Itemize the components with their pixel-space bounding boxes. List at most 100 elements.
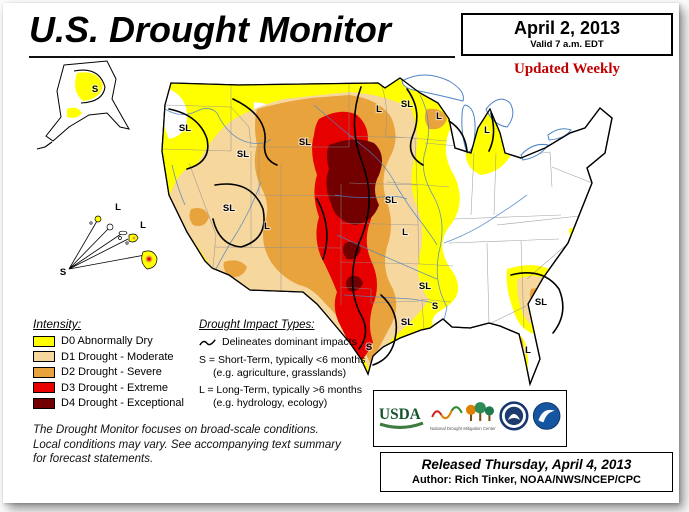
impact-delineation-label: Delineates dominant impacts <box>222 336 357 348</box>
maui-d2-spot <box>132 236 136 240</box>
map-impact-label-l: L <box>525 345 531 356</box>
map-impact-label-s: S <box>366 342 372 353</box>
state-borders <box>162 83 593 331</box>
alaska-inset <box>36 60 130 150</box>
island-kahoolawe <box>125 241 129 245</box>
d3-color-swatch <box>33 382 55 393</box>
tree-trunk-2 <box>479 411 482 421</box>
legend-heading: Intensity: <box>33 317 82 331</box>
hawaii-inset <box>68 215 158 270</box>
map-impact-label-sl: SL <box>401 317 413 328</box>
short-term-definition: S = Short-Term, typically <6 months <box>199 354 366 366</box>
usda-logo-text: USDA <box>379 406 421 423</box>
aleutian-islands <box>36 141 53 150</box>
island-oahu <box>106 223 114 231</box>
page-title: U.S. Drought Monitor <box>29 9 455 58</box>
map-impact-label-l: L <box>484 125 490 136</box>
long-term-examples: (e.g. hydrology, ecology) <box>213 397 328 409</box>
tree-trunk-3 <box>488 413 491 421</box>
noaa-gull-icon <box>538 409 555 422</box>
d1-color-swatch <box>33 351 55 362</box>
ndmc-squiggle-orange <box>440 409 453 419</box>
map-impact-label-sl: SL <box>535 297 547 308</box>
lake-superior <box>401 74 464 102</box>
ndmc-caption: National Drought Mitigation Center <box>430 426 496 431</box>
tree-trunk-1 <box>470 412 473 421</box>
tree-icon-orange <box>465 404 477 415</box>
release-date: Released Thursday, April 4, 2013 <box>421 457 632 472</box>
valid-time: Valid 7 a.m. EDT <box>530 39 604 50</box>
tree-icon-teal <box>484 405 495 415</box>
island-molokai <box>118 230 128 236</box>
impact-types-heading: Drought Impact Types: <box>199 319 315 331</box>
usda-swoosh <box>379 421 424 429</box>
legend-item-d3: D3 Drought - Extreme <box>33 382 184 394</box>
d3-label: D3 Drought - Extreme <box>61 381 168 394</box>
map-impact-label-l: L <box>376 104 382 115</box>
island-niihau <box>89 221 93 225</box>
map-impact-label-sl: SL <box>223 203 235 214</box>
legend-item-d0: D0 Abnormally Dry <box>33 335 184 347</box>
map-impact-label-s: S <box>92 84 98 95</box>
rivers <box>164 94 528 326</box>
intensity-legend: Intensity: D0 Abnormally Dry D1 Drought … <box>33 317 184 413</box>
map-impact-label-l: L <box>402 227 408 238</box>
map-impact-label-s: S <box>60 267 66 278</box>
hawaii-d3-spot <box>147 257 151 261</box>
impact-boundary-lines <box>168 86 564 366</box>
date-box: April 2, 2013 Valid 7 a.m. EDT <box>461 13 673 56</box>
impact-types-panel: Drought Impact Types: Delineates dominan… <box>199 319 365 414</box>
d0-color-swatch <box>33 335 55 347</box>
d4-label: D4 Drought - Exceptional <box>61 397 184 409</box>
d4-region-spots <box>342 241 363 292</box>
island-lanai <box>118 236 122 240</box>
alaska-landmass <box>45 60 130 142</box>
d0-label: D0 Abnormally Dry <box>61 335 153 347</box>
map-impact-label-s: S <box>432 301 438 312</box>
short-term-examples: (e.g. agriculture, grasslands) <box>213 367 347 379</box>
alaska-d0-region <box>67 72 103 118</box>
long-term-definition: L = Long-Term, typically >6 months <box>199 384 363 396</box>
great-lakes <box>401 74 572 161</box>
lake-ontario <box>547 128 572 141</box>
agency-logos-box: USDA National Drought Mitigation Center <box>373 390 567 447</box>
commerce-eagle-icon <box>507 413 521 420</box>
conus-outline <box>161 77 613 387</box>
impact-delineation-row: Delineates dominant impacts <box>199 336 365 348</box>
release-box: Released Thursday, April 4, 2013 Author:… <box>380 452 673 492</box>
commerce-seal <box>499 400 529 430</box>
map-impact-label-sl: SL <box>419 281 431 292</box>
map-impact-label-sl: SL <box>401 99 413 110</box>
report-date: April 2, 2013 <box>513 18 621 38</box>
map-impact-label-l: L <box>115 202 121 213</box>
map-impact-label-l: L <box>264 221 270 232</box>
legend-item-d4: D4 Drought - Exceptional <box>33 397 184 409</box>
boundary-squiggle-icon <box>199 338 216 346</box>
updated-weekly-note: Updated Weekly <box>514 61 620 77</box>
ndmc-squiggle-green <box>450 405 463 413</box>
map-impact-label-sl: SL <box>179 123 191 134</box>
d1-label: D1 Drought - Moderate <box>61 350 174 363</box>
legend-item-d1: D1 Drought - Moderate <box>33 351 184 363</box>
map-impact-label-l: L <box>140 220 146 231</box>
map-impact-label-sl: SL <box>237 149 249 160</box>
d4-region <box>326 139 383 225</box>
usda-logo: USDA <box>379 406 424 429</box>
legend-item-d2: D2 Drought - Severe <box>33 366 184 378</box>
alaska-impact-boundary <box>73 69 106 104</box>
d2-color-swatch <box>33 366 55 378</box>
tree-icon-green <box>474 401 486 413</box>
disclaimer-line-2: Local conditions may vary. See accompany… <box>33 438 341 451</box>
island-kauai <box>94 215 102 223</box>
map-impact-label-l: L <box>436 111 442 122</box>
map-impact-label-sl: SL <box>299 137 311 148</box>
noaa-logo <box>532 401 561 430</box>
map-impact-label-sl: SL <box>385 195 397 206</box>
noaa-circle <box>532 401 561 430</box>
disclaimer-line-1: The Drought Monitor focuses on broad-sca… <box>33 424 319 436</box>
d4-color-swatch <box>33 397 55 409</box>
disclaimer-line-3: for forecast statements. <box>33 453 154 465</box>
